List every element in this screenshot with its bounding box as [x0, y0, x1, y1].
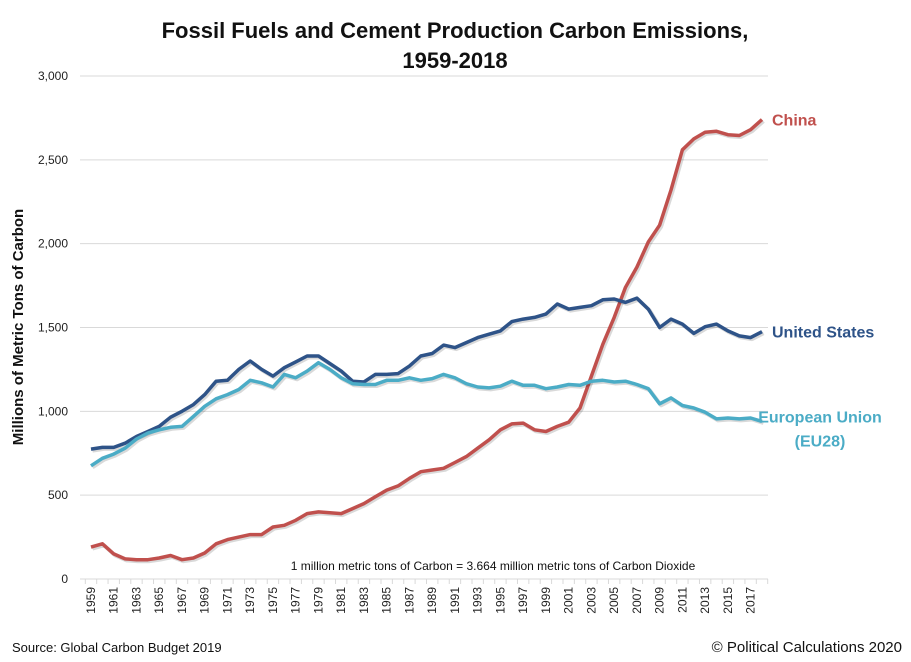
x-tick-label: 1979 [311, 587, 325, 614]
x-tick-label: 1977 [289, 587, 303, 614]
y-tick-label: 500 [48, 488, 68, 502]
x-tick-label: 1963 [129, 587, 143, 614]
series-label: (EU28) [795, 433, 846, 450]
x-tick-label: 2013 [698, 587, 712, 614]
y-tick-label: 0 [61, 572, 68, 586]
x-tick-label: 2015 [721, 587, 735, 614]
y-axis-label: Millions of Metric Tons of Carbon [10, 209, 27, 445]
x-tick-label: 2009 [653, 587, 667, 614]
x-tick-label: 1999 [539, 587, 553, 614]
copyright-note: © Political Calculations 2020 [712, 639, 902, 656]
chart-title-line2: 1959-2018 [402, 48, 507, 73]
x-tick-label: 2005 [607, 587, 621, 614]
y-tick-label: 2,000 [38, 237, 68, 251]
x-tick-label: 1961 [107, 587, 121, 614]
chart-title: Fossil Fuels and Cement Production Carbo… [162, 18, 749, 43]
x-tick-label: 1967 [175, 587, 189, 614]
series-shadow [92, 297, 765, 453]
y-tick-label: 3,000 [38, 69, 68, 83]
x-tick-label: 2001 [562, 587, 576, 614]
x-tick-label: 1987 [402, 587, 416, 614]
x-tick-label: 1981 [334, 587, 348, 614]
x-tick-label: 2011 [675, 587, 689, 613]
y-tick-label: 1,000 [38, 404, 68, 418]
x-tick-label: 2003 [584, 587, 598, 614]
x-tick-label: 1965 [152, 587, 166, 614]
x-tick-label: 1971 [220, 587, 234, 614]
x-tick-label: 1983 [357, 587, 371, 614]
x-tick-label: 1995 [493, 587, 507, 614]
x-tick-label: 1969 [198, 587, 212, 614]
series-line-european-union-eu28- [90, 360, 763, 468]
x-tick-label: 1991 [448, 587, 462, 614]
x-tick-label: 1985 [380, 587, 394, 614]
x-tick-label: 1973 [243, 587, 257, 614]
y-tick-label: 1,500 [38, 321, 68, 335]
series-label: China [772, 113, 817, 130]
x-tick-label: 1997 [516, 587, 530, 614]
y-tick-label: 2,500 [38, 153, 68, 167]
conversion-note: 1 million metric tons of Carbon = 3.664 … [291, 559, 696, 573]
series-line-united-states [90, 296, 763, 451]
x-tick-label: 1989 [425, 587, 439, 614]
series-label: United States [772, 325, 874, 342]
x-tick-label: 1975 [266, 587, 280, 614]
series-line-china [90, 118, 764, 562]
series-label: European Union [758, 409, 882, 426]
source-note: Source: Global Carbon Budget 2019 [12, 640, 222, 655]
x-tick-label: 2007 [630, 587, 644, 614]
x-tick-label: 1993 [471, 587, 485, 614]
x-tick-label: 2017 [744, 587, 758, 614]
x-tick-label: 1959 [84, 587, 98, 614]
